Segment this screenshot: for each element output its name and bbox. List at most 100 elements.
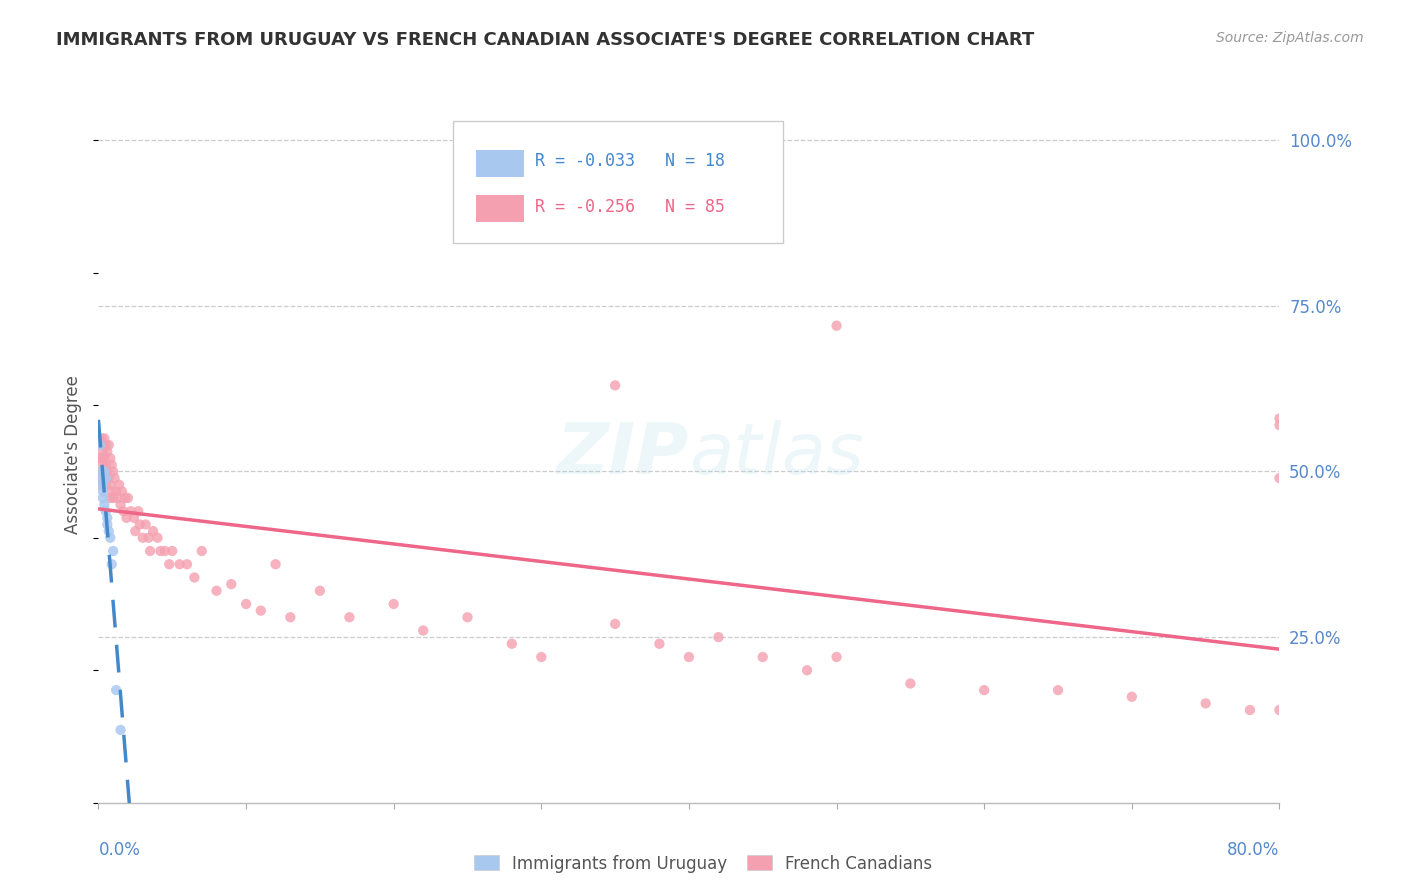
Point <box>93 465 115 479</box>
Point <box>97 524 120 538</box>
Point <box>98 531 121 545</box>
Point <box>97 438 120 452</box>
Point <box>825 318 848 333</box>
Text: R = -0.256   N = 85: R = -0.256 N = 85 <box>536 197 725 216</box>
Point <box>127 504 149 518</box>
Point <box>96 465 118 479</box>
Text: ZIP: ZIP <box>557 420 689 490</box>
Point <box>176 558 198 572</box>
Point <box>132 531 155 545</box>
Point <box>339 610 360 624</box>
Text: atlas: atlas <box>689 420 863 490</box>
Point <box>751 650 773 665</box>
Point <box>94 458 117 472</box>
Text: R = -0.033   N = 18: R = -0.033 N = 18 <box>536 153 725 170</box>
Point <box>264 558 287 572</box>
Point <box>90 431 112 445</box>
Point <box>100 458 122 472</box>
FancyBboxPatch shape <box>453 121 783 243</box>
FancyBboxPatch shape <box>477 150 523 177</box>
Point <box>138 531 160 545</box>
Point <box>93 465 115 479</box>
Point <box>90 471 112 485</box>
Point <box>1268 411 1291 425</box>
Point <box>1268 471 1291 485</box>
Legend: Immigrants from Uruguay, French Canadians: Immigrants from Uruguay, French Canadian… <box>467 848 939 880</box>
Point <box>605 378 627 392</box>
Point <box>96 444 118 458</box>
Text: 80.0%: 80.0% <box>1227 841 1279 859</box>
Point <box>89 477 111 491</box>
Point <box>1268 703 1291 717</box>
Point <box>91 458 114 472</box>
Point <box>98 477 121 491</box>
Point <box>1121 690 1143 704</box>
Point <box>93 451 115 466</box>
Point <box>112 504 135 518</box>
Point <box>120 504 142 518</box>
Point <box>205 583 228 598</box>
Text: IMMIGRANTS FROM URUGUAY VS FRENCH CANADIAN ASSOCIATE'S DEGREE CORRELATION CHART: IMMIGRANTS FROM URUGUAY VS FRENCH CANADI… <box>56 31 1035 49</box>
Point <box>501 637 523 651</box>
Point <box>530 650 553 665</box>
Point <box>169 558 191 572</box>
Y-axis label: Associate's Degree: Associate's Degree <box>65 376 83 534</box>
Point <box>91 471 114 485</box>
Point <box>157 558 180 572</box>
Point <box>107 491 129 505</box>
Point <box>139 544 162 558</box>
Point <box>111 484 134 499</box>
Point <box>149 544 172 558</box>
Point <box>146 531 169 545</box>
Point <box>103 491 125 505</box>
Point <box>900 676 922 690</box>
Point <box>183 570 205 584</box>
Point <box>94 477 117 491</box>
Point <box>103 544 125 558</box>
Text: Source: ZipAtlas.com: Source: ZipAtlas.com <box>1216 31 1364 45</box>
Point <box>103 465 125 479</box>
Point <box>90 465 112 479</box>
Point <box>124 524 146 538</box>
Point <box>825 650 848 665</box>
Point <box>104 471 127 485</box>
Text: 0.0%: 0.0% <box>98 841 141 859</box>
Point <box>412 624 434 638</box>
Point <box>278 610 302 624</box>
Point <box>128 517 150 532</box>
Point <box>219 577 242 591</box>
Point <box>94 504 117 518</box>
Point <box>115 511 138 525</box>
Point <box>98 491 121 505</box>
Point <box>250 604 273 618</box>
Point <box>91 444 114 458</box>
Point <box>1268 418 1291 433</box>
Point <box>382 597 405 611</box>
Point <box>108 477 131 491</box>
Point <box>114 491 136 505</box>
Point <box>96 511 118 525</box>
Point <box>91 477 114 491</box>
Point <box>678 650 700 665</box>
Point <box>89 451 111 466</box>
Point <box>105 683 128 698</box>
Point <box>110 498 132 512</box>
Point <box>93 431 115 445</box>
Point <box>648 637 671 651</box>
Point <box>796 663 818 677</box>
Point <box>309 583 332 598</box>
Point <box>94 438 117 452</box>
Point <box>90 465 112 479</box>
Point <box>1195 697 1218 711</box>
Point <box>100 484 122 499</box>
Point <box>122 511 145 525</box>
Point <box>235 597 257 611</box>
Point <box>100 558 122 572</box>
Point <box>89 438 111 452</box>
Point <box>162 544 183 558</box>
Point <box>973 683 995 698</box>
FancyBboxPatch shape <box>477 195 523 222</box>
Point <box>605 616 627 631</box>
Point <box>153 544 176 558</box>
Point <box>142 524 165 538</box>
